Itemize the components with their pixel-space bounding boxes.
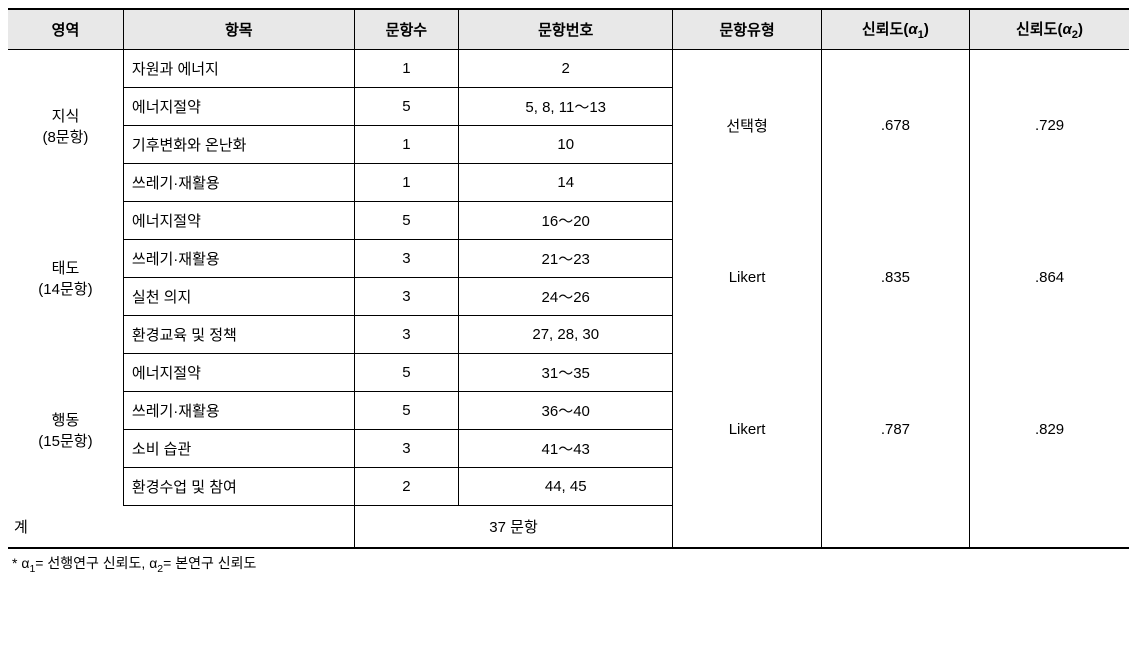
total-row: 계37 문항 bbox=[8, 506, 1129, 549]
type-cell: Likert bbox=[673, 354, 821, 506]
item-cell: 쓰레기·재활용 bbox=[123, 164, 354, 202]
total-blank bbox=[970, 506, 1129, 549]
questionnaire-table: 영역 항목 문항수 문항번호 문항유형 신뢰도(α1) 신뢰도(α2) 지식(8… bbox=[8, 8, 1129, 549]
count-cell: 3 bbox=[354, 278, 458, 316]
reliability1-cell: .678 bbox=[821, 50, 969, 202]
item-cell: 에너지절약 bbox=[123, 354, 354, 392]
table-row: 행동(15문항)에너지절약531～35Likert.787.829 bbox=[8, 354, 1129, 392]
header-rel1: 신뢰도(α1) bbox=[821, 9, 969, 50]
total-blank bbox=[673, 506, 821, 549]
area-cell: 행동(15문항) bbox=[8, 354, 123, 506]
item-cell: 에너지절약 bbox=[123, 88, 354, 126]
count-cell: 5 bbox=[354, 202, 458, 240]
total-value: 37 문항 bbox=[354, 506, 673, 549]
item-cell: 환경교육 및 정책 bbox=[123, 316, 354, 354]
number-cell: 16～20 bbox=[459, 202, 673, 240]
total-label: 계 bbox=[8, 506, 354, 549]
type-cell: Likert bbox=[673, 202, 821, 354]
header-rel2: 신뢰도(α2) bbox=[970, 9, 1129, 50]
count-cell: 3 bbox=[354, 316, 458, 354]
header-row: 영역 항목 문항수 문항번호 문항유형 신뢰도(α1) 신뢰도(α2) bbox=[8, 9, 1129, 50]
number-cell: 36～40 bbox=[459, 392, 673, 430]
item-cell: 소비 습관 bbox=[123, 430, 354, 468]
reliability1-cell: .787 bbox=[821, 354, 969, 506]
count-cell: 1 bbox=[354, 126, 458, 164]
number-cell: 41～43 bbox=[459, 430, 673, 468]
count-cell: 3 bbox=[354, 430, 458, 468]
number-cell: 21～23 bbox=[459, 240, 673, 278]
number-cell: 2 bbox=[459, 50, 673, 88]
header-count: 문항수 bbox=[354, 9, 458, 50]
total-blank bbox=[821, 506, 969, 549]
area-cell: 태도(14문항) bbox=[8, 202, 123, 354]
item-cell: 환경수업 및 참여 bbox=[123, 468, 354, 506]
table-row: 지식(8문항)자원과 에너지12선택형.678.729 bbox=[8, 50, 1129, 88]
number-cell: 10 bbox=[459, 126, 673, 164]
number-cell: 24～26 bbox=[459, 278, 673, 316]
count-cell: 2 bbox=[354, 468, 458, 506]
count-cell: 1 bbox=[354, 50, 458, 88]
header-area: 영역 bbox=[8, 9, 123, 50]
header-number: 문항번호 bbox=[459, 9, 673, 50]
count-cell: 5 bbox=[354, 354, 458, 392]
reliability2-cell: .729 bbox=[970, 50, 1129, 202]
count-cell: 3 bbox=[354, 240, 458, 278]
item-cell: 자원과 에너지 bbox=[123, 50, 354, 88]
number-cell: 14 bbox=[459, 164, 673, 202]
item-cell: 에너지절약 bbox=[123, 202, 354, 240]
footnote: * α1= 선행연구 신뢰도, α2= 본연구 신뢰도 bbox=[8, 553, 1129, 575]
count-cell: 5 bbox=[354, 88, 458, 126]
reliability2-cell: .864 bbox=[970, 202, 1129, 354]
number-cell: 5, 8, 11～13 bbox=[459, 88, 673, 126]
table-row: 태도(14문항)에너지절약516～20Likert.835.864 bbox=[8, 202, 1129, 240]
area-cell: 지식(8문항) bbox=[8, 50, 123, 202]
item-cell: 쓰레기·재활용 bbox=[123, 240, 354, 278]
number-cell: 27, 28, 30 bbox=[459, 316, 673, 354]
item-cell: 기후변화와 온난화 bbox=[123, 126, 354, 164]
count-cell: 5 bbox=[354, 392, 458, 430]
header-item: 항목 bbox=[123, 9, 354, 50]
number-cell: 31～35 bbox=[459, 354, 673, 392]
type-cell: 선택형 bbox=[673, 50, 821, 202]
reliability1-cell: .835 bbox=[821, 202, 969, 354]
count-cell: 1 bbox=[354, 164, 458, 202]
item-cell: 쓰레기·재활용 bbox=[123, 392, 354, 430]
item-cell: 실천 의지 bbox=[123, 278, 354, 316]
reliability2-cell: .829 bbox=[970, 354, 1129, 506]
header-type: 문항유형 bbox=[673, 9, 821, 50]
number-cell: 44, 45 bbox=[459, 468, 673, 506]
